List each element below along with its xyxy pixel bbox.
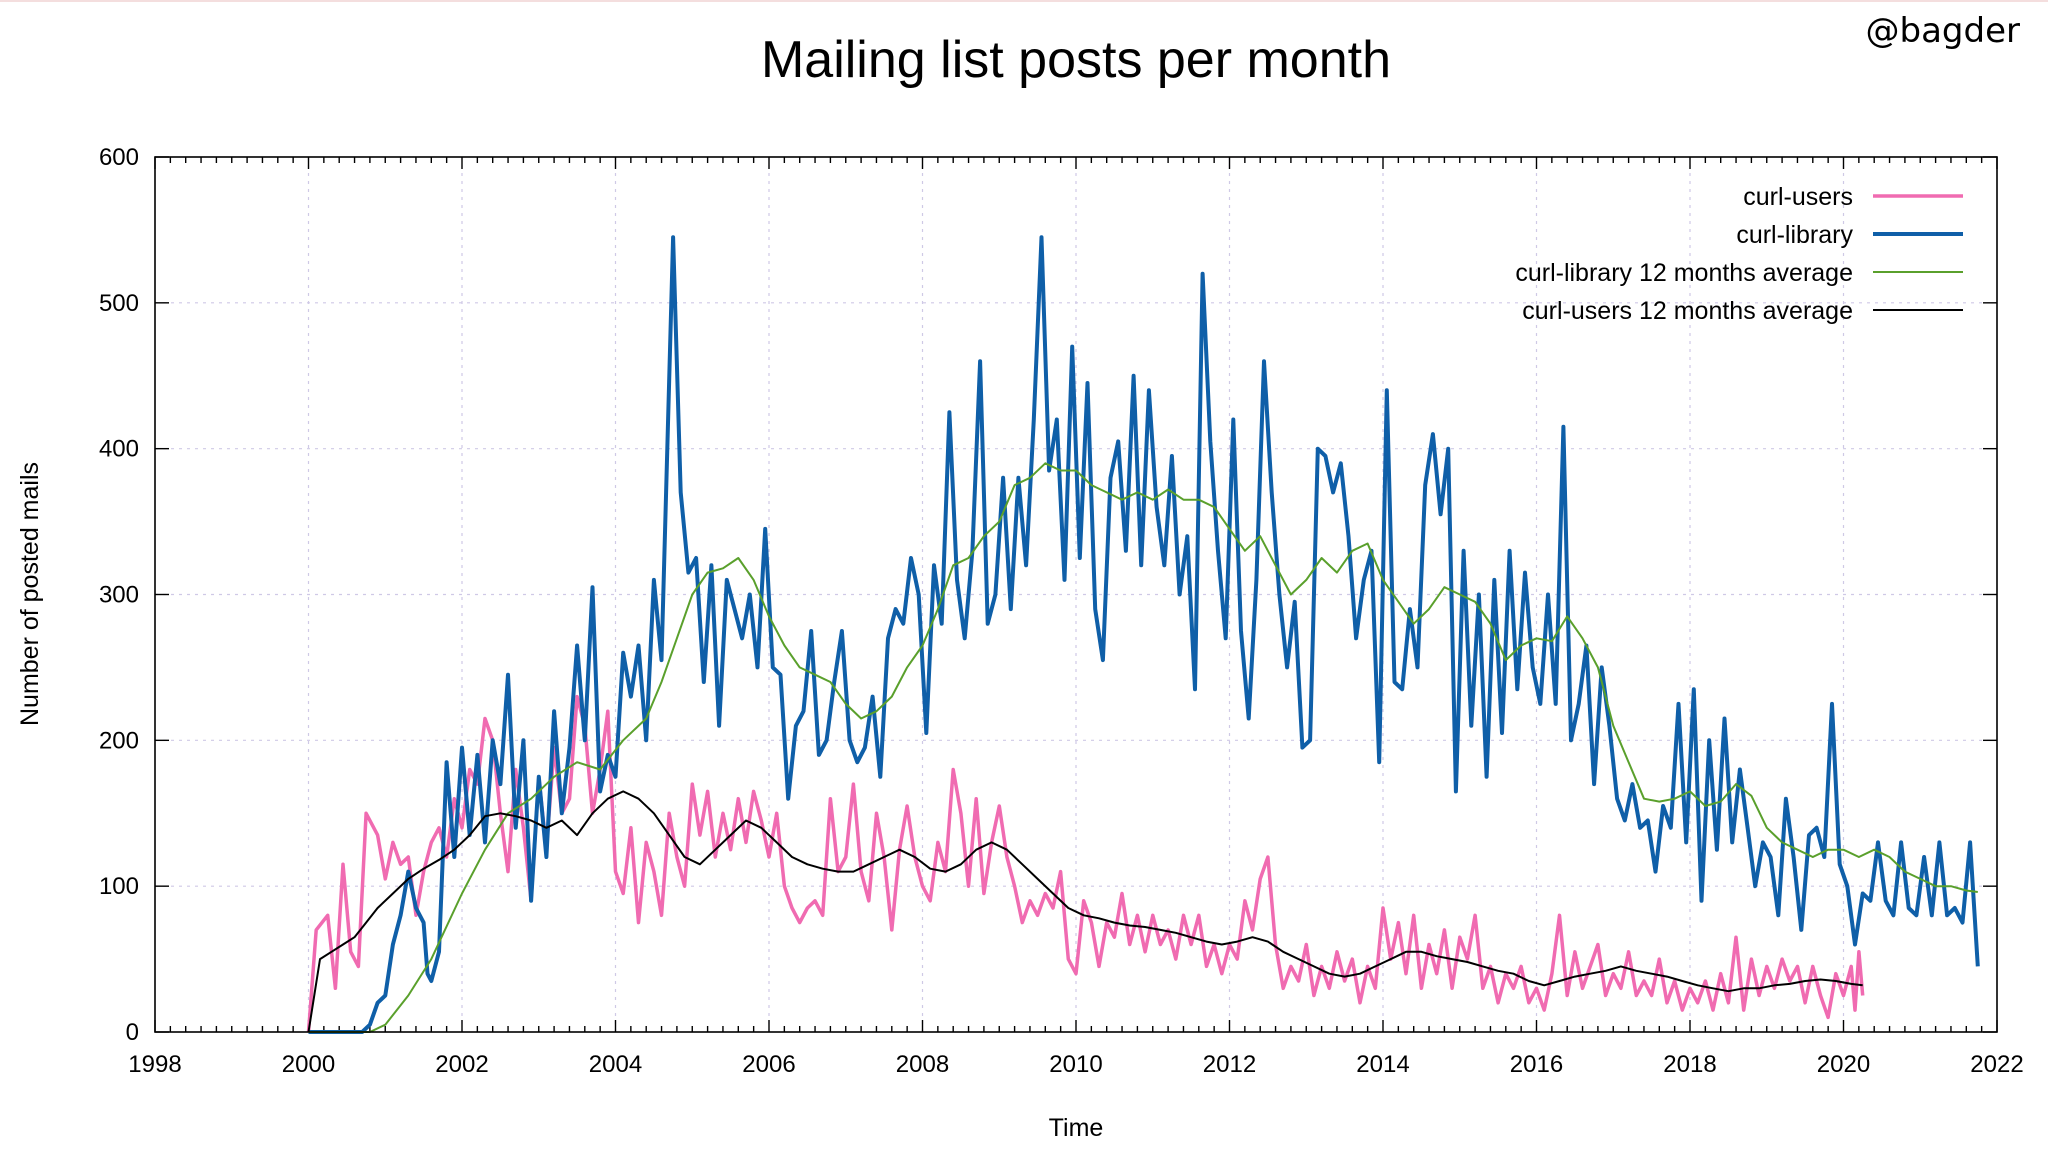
legend-curl-users-average: curl-users 12 months average [1522, 297, 1963, 325]
x-tick-label: 2006 [742, 1051, 795, 1078]
x-tick-label: 2004 [589, 1051, 642, 1078]
legend: curl-users curl-library curl-library 12 mo… [1515, 183, 1963, 325]
curl-library-average-line [308, 462, 1978, 1033]
x-tick-label: 2010 [1049, 1051, 1102, 1078]
x-tick-label: 2020 [1817, 1051, 1870, 1078]
data-series [306, 235, 1980, 1034]
chart-title: Mailing list posts per month [761, 31, 1391, 89]
x-tick-label: 2014 [1356, 1051, 1409, 1078]
top-border-line [0, 0, 2048, 2]
x-tick-label: 2018 [1663, 1051, 1716, 1078]
y-tick-label: 600 [99, 144, 139, 171]
legend-label: curl-library [1736, 221, 1853, 249]
y-tick-label: 100 [99, 873, 139, 900]
x-tick-label: 2002 [435, 1051, 488, 1078]
curl-library-line [308, 235, 1980, 1034]
legend-label: curl-library 12 months average [1515, 259, 1853, 287]
legend-curl-users: curl-users [1743, 183, 1963, 211]
x-tick-label: 2008 [896, 1051, 949, 1078]
x-axis-label: Time [1049, 1114, 1104, 1142]
plot-frame [154, 156, 1998, 1033]
legend-curl-library: curl-library [1736, 221, 1963, 249]
curl-users-line [306, 694, 1865, 1033]
y-tick-label: 200 [99, 727, 139, 754]
y-tick-label: 400 [99, 436, 139, 463]
x-tick-label: 2016 [1510, 1051, 1563, 1078]
y-tick-label: 0 [126, 1019, 139, 1046]
x-tick-label: 2022 [1970, 1051, 2023, 1078]
author-handle: @bagder [1866, 11, 2020, 51]
legend-label: curl-users 12 months average [1522, 297, 1853, 325]
y-tick-label: 500 [99, 290, 139, 317]
x-tick-label: 1998 [128, 1051, 181, 1078]
grid-lines [155, 157, 1997, 1032]
y-tick-label: 300 [99, 582, 139, 609]
y-axis-label: Number of posted mails [16, 462, 44, 726]
x-tick-label: 2000 [282, 1051, 335, 1078]
axis-ticks: 1998 2000 2002 2004 2006 2008 2010 2012 2014 2016… [99, 144, 2024, 1078]
legend-label: curl-users [1743, 183, 1853, 211]
curl-users-average-line [307, 790, 1863, 1033]
x-tick-label: 2012 [1203, 1051, 1256, 1078]
legend-curl-library-average: curl-library 12 months average [1515, 259, 1963, 287]
